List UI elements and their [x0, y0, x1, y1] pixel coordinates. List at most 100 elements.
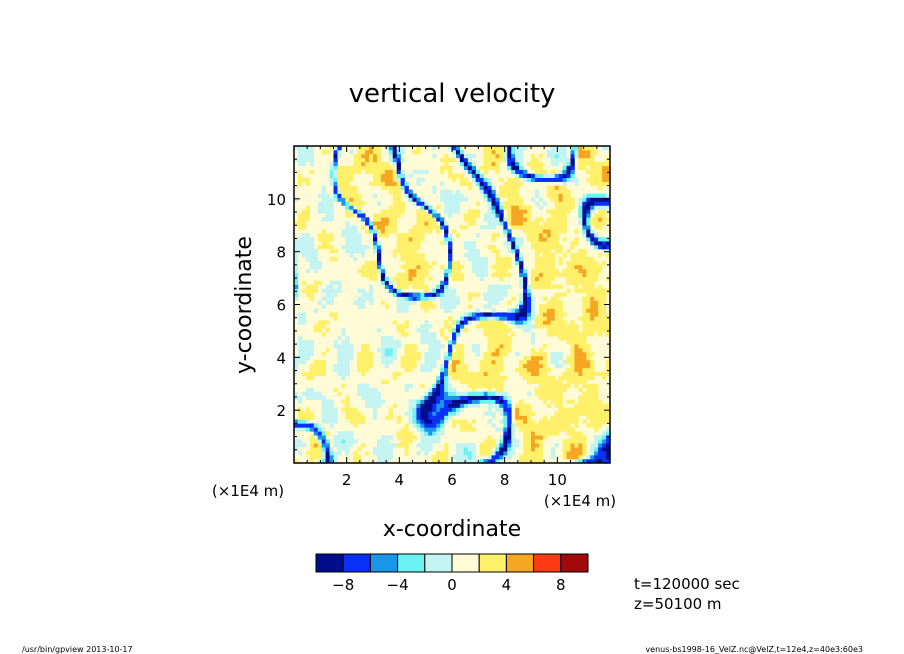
heatmap-cell [574, 455, 579, 460]
heatmap-cell [554, 419, 559, 424]
heatmap-cell [515, 161, 520, 167]
heatmap-cell [511, 213, 516, 218]
heatmap-cell [373, 407, 378, 412]
heatmap-cell [400, 241, 405, 246]
heatmap-cell [562, 161, 567, 167]
heatmap-cell [606, 447, 611, 452]
heatmap-cell [455, 344, 461, 349]
heatmap-cell [349, 193, 354, 198]
heatmap-cell [301, 233, 307, 238]
heatmap-cell [586, 312, 591, 317]
heatmap-cell [301, 280, 307, 285]
heatmap-cell [416, 427, 421, 432]
heatmap-cell [357, 153, 362, 159]
heatmap-cell [586, 256, 591, 262]
heatmap-cell [586, 209, 591, 214]
heatmap-cell [384, 459, 390, 464]
heatmap-cell [507, 260, 512, 266]
heatmap-cell [503, 447, 508, 452]
heatmap-cell [590, 268, 595, 274]
heatmap-cell [531, 443, 536, 448]
heatmap-cell [554, 359, 559, 365]
heatmap-cell [420, 332, 425, 337]
heatmap-cell [396, 431, 401, 436]
heatmap-cell [491, 165, 496, 171]
heatmap-cell [297, 213, 303, 218]
heatmap-cell [463, 379, 469, 385]
heatmap-cell [606, 169, 611, 175]
heatmap-cell [317, 237, 322, 242]
heatmap-cell [590, 320, 595, 325]
heatmap-cell [602, 173, 607, 178]
heatmap-cell [420, 252, 425, 258]
heatmap-cell [459, 320, 465, 325]
heatmap-cell [388, 173, 394, 178]
heatmap-cell [313, 427, 318, 432]
heatmap-cell [333, 367, 338, 373]
heatmap-cell [396, 149, 401, 155]
heatmap-cell [341, 245, 346, 250]
heatmap-cell [408, 399, 413, 404]
height-annotation: z=50100 m [634, 595, 722, 613]
heatmap-cell [416, 213, 421, 218]
heatmap-cell [384, 344, 390, 349]
heatmap-cell [455, 371, 461, 377]
heatmap-cell [297, 177, 303, 182]
heatmap-cell [590, 209, 595, 214]
heatmap-cell [440, 411, 445, 416]
heatmap-cell [384, 225, 390, 230]
heatmap-cell [444, 443, 449, 448]
heatmap-cell [305, 181, 311, 186]
heatmap-cell [578, 161, 583, 167]
heatmap-cell [404, 363, 409, 369]
heatmap-cell [392, 340, 397, 345]
heatmap-cell [373, 276, 378, 282]
heatmap-cell [602, 288, 607, 293]
heatmap-cell [416, 177, 421, 182]
heatmap-cell [527, 356, 532, 361]
heatmap-cell [388, 205, 394, 210]
heatmap-cell [586, 276, 591, 282]
heatmap-cell [313, 264, 318, 270]
heatmap-cell [463, 395, 469, 400]
heatmap-cell [301, 356, 307, 361]
heatmap-cell [420, 217, 425, 222]
heatmap-cell [523, 217, 528, 222]
heatmap-cell [542, 304, 548, 309]
heatmap-cell [574, 352, 579, 357]
heatmap-cell [495, 427, 500, 432]
heatmap-cell [586, 292, 591, 297]
heatmap-cell [527, 379, 532, 385]
heatmap-cell [495, 169, 500, 175]
heatmap-cell [412, 348, 417, 353]
colorbar-tick-label: −8 [332, 576, 354, 594]
heatmap-cell [487, 367, 492, 373]
heatmap-cell [373, 221, 378, 226]
heatmap-cell [345, 348, 350, 353]
heatmap-cell [448, 288, 453, 293]
heatmap-cell [503, 241, 508, 246]
heatmap-cell [400, 328, 405, 333]
heatmap-cell [523, 209, 528, 214]
heatmap-cell [503, 312, 508, 317]
heatmap-cell [594, 407, 599, 412]
heatmap-cell [562, 292, 567, 297]
heatmap-cell [467, 459, 473, 464]
heatmap-cell [463, 161, 469, 167]
heatmap-cell [546, 328, 552, 333]
heatmap-cell [325, 205, 330, 210]
heatmap-cell [586, 383, 591, 389]
heatmap-cell [503, 340, 508, 345]
heatmap-cell [408, 241, 413, 246]
heatmap-cell [440, 217, 445, 222]
heatmap-cell [507, 320, 512, 325]
heatmap-cell [455, 375, 461, 381]
heatmap-cell [345, 177, 350, 182]
heatmap-cell [594, 296, 599, 301]
heatmap-cell [562, 423, 567, 428]
heatmap-cell [503, 146, 508, 151]
heatmap-cell [503, 395, 508, 400]
heatmap-cell [440, 431, 445, 436]
heatmap-cell [432, 455, 437, 460]
heatmap-cell [321, 217, 326, 222]
